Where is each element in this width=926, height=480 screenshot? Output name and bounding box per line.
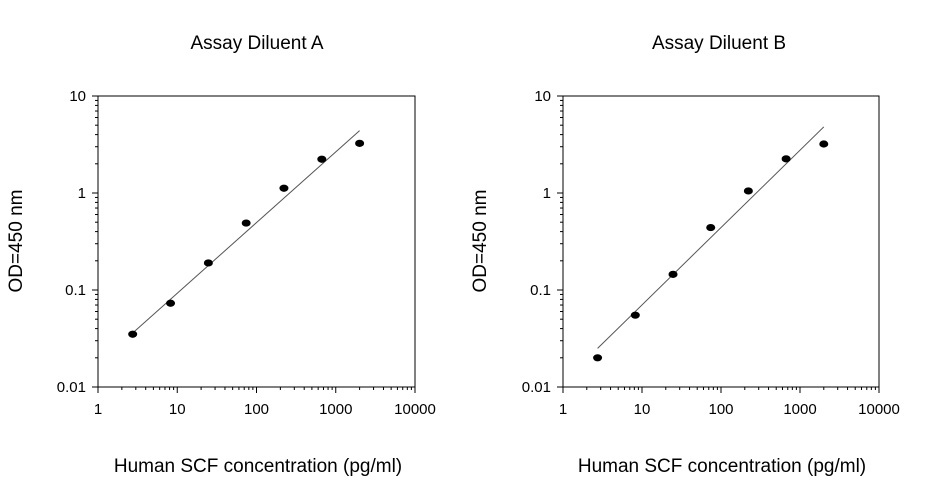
x-tick-label: 10000 [394,401,436,418]
data-point [241,219,251,227]
data-point [279,184,289,192]
y-tick-label: 0.1 [530,282,551,299]
y-tick-label: 0.01 [57,379,86,396]
y-tick-label: 1 [543,185,551,202]
x-tick-label: 100 [244,401,269,418]
chart-panel-a: Assay Diluent A OD=450 nm Human SCF conc… [6,33,436,477]
x-tick-label: 1 [559,401,567,418]
data-point [781,155,791,163]
y-tick-label: 10 [534,88,551,105]
data-point [706,223,716,232]
x-tick-label: 1 [94,401,102,418]
x-tick-label: 1000 [783,401,816,418]
y-tick-label: 1 [78,185,86,202]
chart-title: Assay Diluent B [652,33,786,54]
x-axis-label: Human SCF concentration (pg/ml) [578,456,866,477]
y-tick-label: 0.01 [522,379,551,396]
chart-title: Assay Diluent A [190,33,323,54]
data-point [128,330,138,338]
plot-frame [97,95,416,388]
x-tick-label: 100 [708,401,733,418]
fit-line [132,130,360,334]
plot-area: 1 10 100 1000 10000 0.01 0.1 1 10 [57,88,436,418]
y-tick-label: 0.1 [65,282,86,299]
data-point [668,270,678,278]
data-point [593,354,603,362]
x-tick-label: 10 [169,401,186,418]
chart-panel-b: Assay Diluent B OD=450 nm Human SCF conc… [470,33,900,477]
x-tick-label: 1000 [319,401,352,418]
y-axis-label: OD=450 nm [6,190,27,293]
x-axis-label: Human SCF concentration (pg/ml) [114,456,402,477]
data-point [743,187,753,195]
data-point [203,259,213,267]
data-point [355,139,365,147]
data-point [819,140,829,148]
data-point [317,155,327,163]
x-tick-label: 10 [634,401,651,418]
plot-area: 1 10 100 1000 10000 0.01 0.1 1 10 [522,88,900,418]
plot-frame [562,95,880,388]
data-point [166,299,176,307]
fit-line [597,126,825,349]
data-point [630,311,640,319]
x-tick-label: 10000 [858,401,900,418]
y-tick-label: 10 [69,88,86,105]
y-axis-label: OD=450 nm [470,190,491,293]
